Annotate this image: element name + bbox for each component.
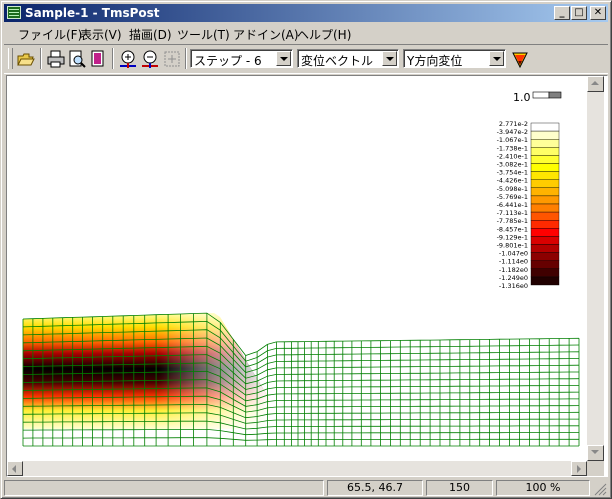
toolbar-separator <box>112 48 114 69</box>
legend-swatch <box>530 228 560 237</box>
legend-label: -2.410e-1 <box>497 152 528 160</box>
legend-label: -9.801e-1 <box>497 242 528 250</box>
scroll-right-button[interactable] <box>571 461 587 476</box>
legend-label: -9.129e-1 <box>497 233 528 241</box>
legend-swatch <box>530 122 560 132</box>
toolbar-separator <box>185 48 187 69</box>
print-icon[interactable] <box>46 49 66 69</box>
legend-swatch <box>530 219 560 229</box>
legend-swatch <box>530 147 560 156</box>
toolbar: ステップ - 6 変位ベクトル Y方向変位 <box>4 44 608 74</box>
legend-label: -1.249e0 <box>499 274 528 282</box>
legend-label: -1.067e-1 <box>497 136 528 144</box>
legend-label: -3.754e-1 <box>497 169 528 177</box>
legend-swatch <box>530 236 560 245</box>
chevron-down-icon[interactable] <box>489 51 504 66</box>
legend-swatch <box>530 260 560 269</box>
scale-arrow-head <box>548 91 562 99</box>
contour-fill <box>23 313 270 429</box>
legend-label: 2.771e-2 <box>499 120 528 128</box>
legend-swatch <box>530 171 560 180</box>
legend-label: -3.082e-1 <box>497 161 528 169</box>
legend-label: -1.738e-1 <box>497 144 528 152</box>
chevron-down-icon[interactable] <box>382 51 397 66</box>
legend-label: -5.769e-1 <box>497 193 528 201</box>
menu-bar: ファイル(F) 表示(V) 描画(D) ツール(T) アドイン(A) ヘルプ(H… <box>4 23 608 42</box>
legend-swatch <box>530 130 560 140</box>
color-legend: 2.771e-2-3.947e-2-1.067e-1-1.738e-1-2.41… <box>497 120 560 290</box>
legend-label: -1.182e0 <box>499 266 528 274</box>
legend-label: -5.098e-1 <box>497 185 528 193</box>
legend-swatch <box>530 187 560 197</box>
menu-tools[interactable]: ツール(T) <box>177 28 230 42</box>
mesh-canvas[interactable]: 1.0 2.771e-2-3.947e-2-1.067e-1-1.738e-1-… <box>8 77 586 462</box>
close-button[interactable]: ✕ <box>590 6 606 20</box>
scroll-corner <box>587 461 604 476</box>
chevron-down-icon[interactable] <box>276 51 291 66</box>
vector-select-value: 変位ベクトル <box>301 54 374 68</box>
maximize-button[interactable]: □ <box>571 6 587 20</box>
legend-swatch <box>530 276 560 286</box>
legend-label: -8.457e-1 <box>497 225 528 233</box>
menu-draw[interactable]: 描画(D) <box>129 28 172 42</box>
horizontal-scrollbar[interactable] <box>7 461 587 476</box>
legend-swatch <box>530 179 560 188</box>
toolbar-separator <box>40 48 42 69</box>
legend-swatch <box>530 203 560 213</box>
menu-help[interactable]: ヘルプ(H) <box>297 28 352 42</box>
scroll-left-button[interactable] <box>7 461 23 476</box>
zoom-in-icon[interactable] <box>118 49 138 69</box>
legend-swatch <box>530 211 560 221</box>
component-select[interactable]: Y方向変位 <box>403 49 506 68</box>
legend-swatch <box>530 244 560 253</box>
fit-icon[interactable] <box>162 49 182 69</box>
status-coordinates: 65.5, 46.7 <box>327 480 423 496</box>
view-area: 1.0 2.771e-2 -3.947e-2 -1.067e-1 -1.738e-1-… <box>6 75 608 477</box>
toolbar-grip[interactable] <box>8 48 13 69</box>
open-icon[interactable] <box>16 49 36 69</box>
app-icon <box>7 6 21 19</box>
vector-select[interactable]: 変位ベクトル <box>297 49 399 68</box>
resize-grip-icon[interactable] <box>594 483 607 496</box>
menu-view[interactable]: 表示(V) <box>80 28 122 42</box>
legend-label: -6.441e-1 <box>497 201 528 209</box>
status-value: 150 <box>426 480 493 496</box>
legend-label: -7.113e-1 <box>497 209 528 217</box>
legend-label: -1.047e0 <box>499 250 528 258</box>
status-message <box>4 480 324 496</box>
window-title: Sample-1 - TmsPost <box>25 6 160 20</box>
zoom-out-icon[interactable] <box>140 49 160 69</box>
minimize-button[interactable]: _ <box>554 6 570 20</box>
status-zoom: 100 % <box>496 480 590 496</box>
legend-label: -1.316e0 <box>499 282 528 290</box>
menu-file[interactable]: ファイル(F) <box>18 28 83 42</box>
legend-label: -7.785e-1 <box>497 217 528 225</box>
page-setup-icon[interactable] <box>88 49 108 69</box>
title-bar[interactable]: Sample-1 - TmsPost _ □ ✕ <box>4 4 608 22</box>
legend-swatch <box>530 195 560 205</box>
fem-mesh <box>22 312 580 447</box>
vertical-scrollbar[interactable] <box>587 76 604 461</box>
legend-swatch <box>530 268 560 278</box>
scroll-up-button[interactable] <box>587 76 604 92</box>
legend-swatch <box>530 252 560 261</box>
menu-addin[interactable]: アドイン(A) <box>233 28 299 42</box>
palette-icon[interactable] <box>510 49 530 69</box>
step-select[interactable]: ステップ - 6 <box>190 49 293 68</box>
component-select-value: Y方向変位 <box>407 54 463 68</box>
legend-label: -3.947e-2 <box>497 128 528 136</box>
print-preview-icon[interactable] <box>67 49 87 69</box>
legend-swatch <box>530 139 560 148</box>
step-select-value: ステップ - 6 <box>194 54 262 68</box>
scale-value: 1.0 <box>513 91 531 104</box>
legend-label: -1.114e0 <box>499 258 528 266</box>
scroll-down-button[interactable] <box>587 445 604 461</box>
scale-arrow-body <box>532 91 550 99</box>
legend-swatch <box>530 163 560 172</box>
legend-label: -4.426e-1 <box>497 177 528 185</box>
legend-swatch <box>530 155 560 164</box>
status-bar: 65.5, 46.7 150 100 % <box>4 479 608 497</box>
